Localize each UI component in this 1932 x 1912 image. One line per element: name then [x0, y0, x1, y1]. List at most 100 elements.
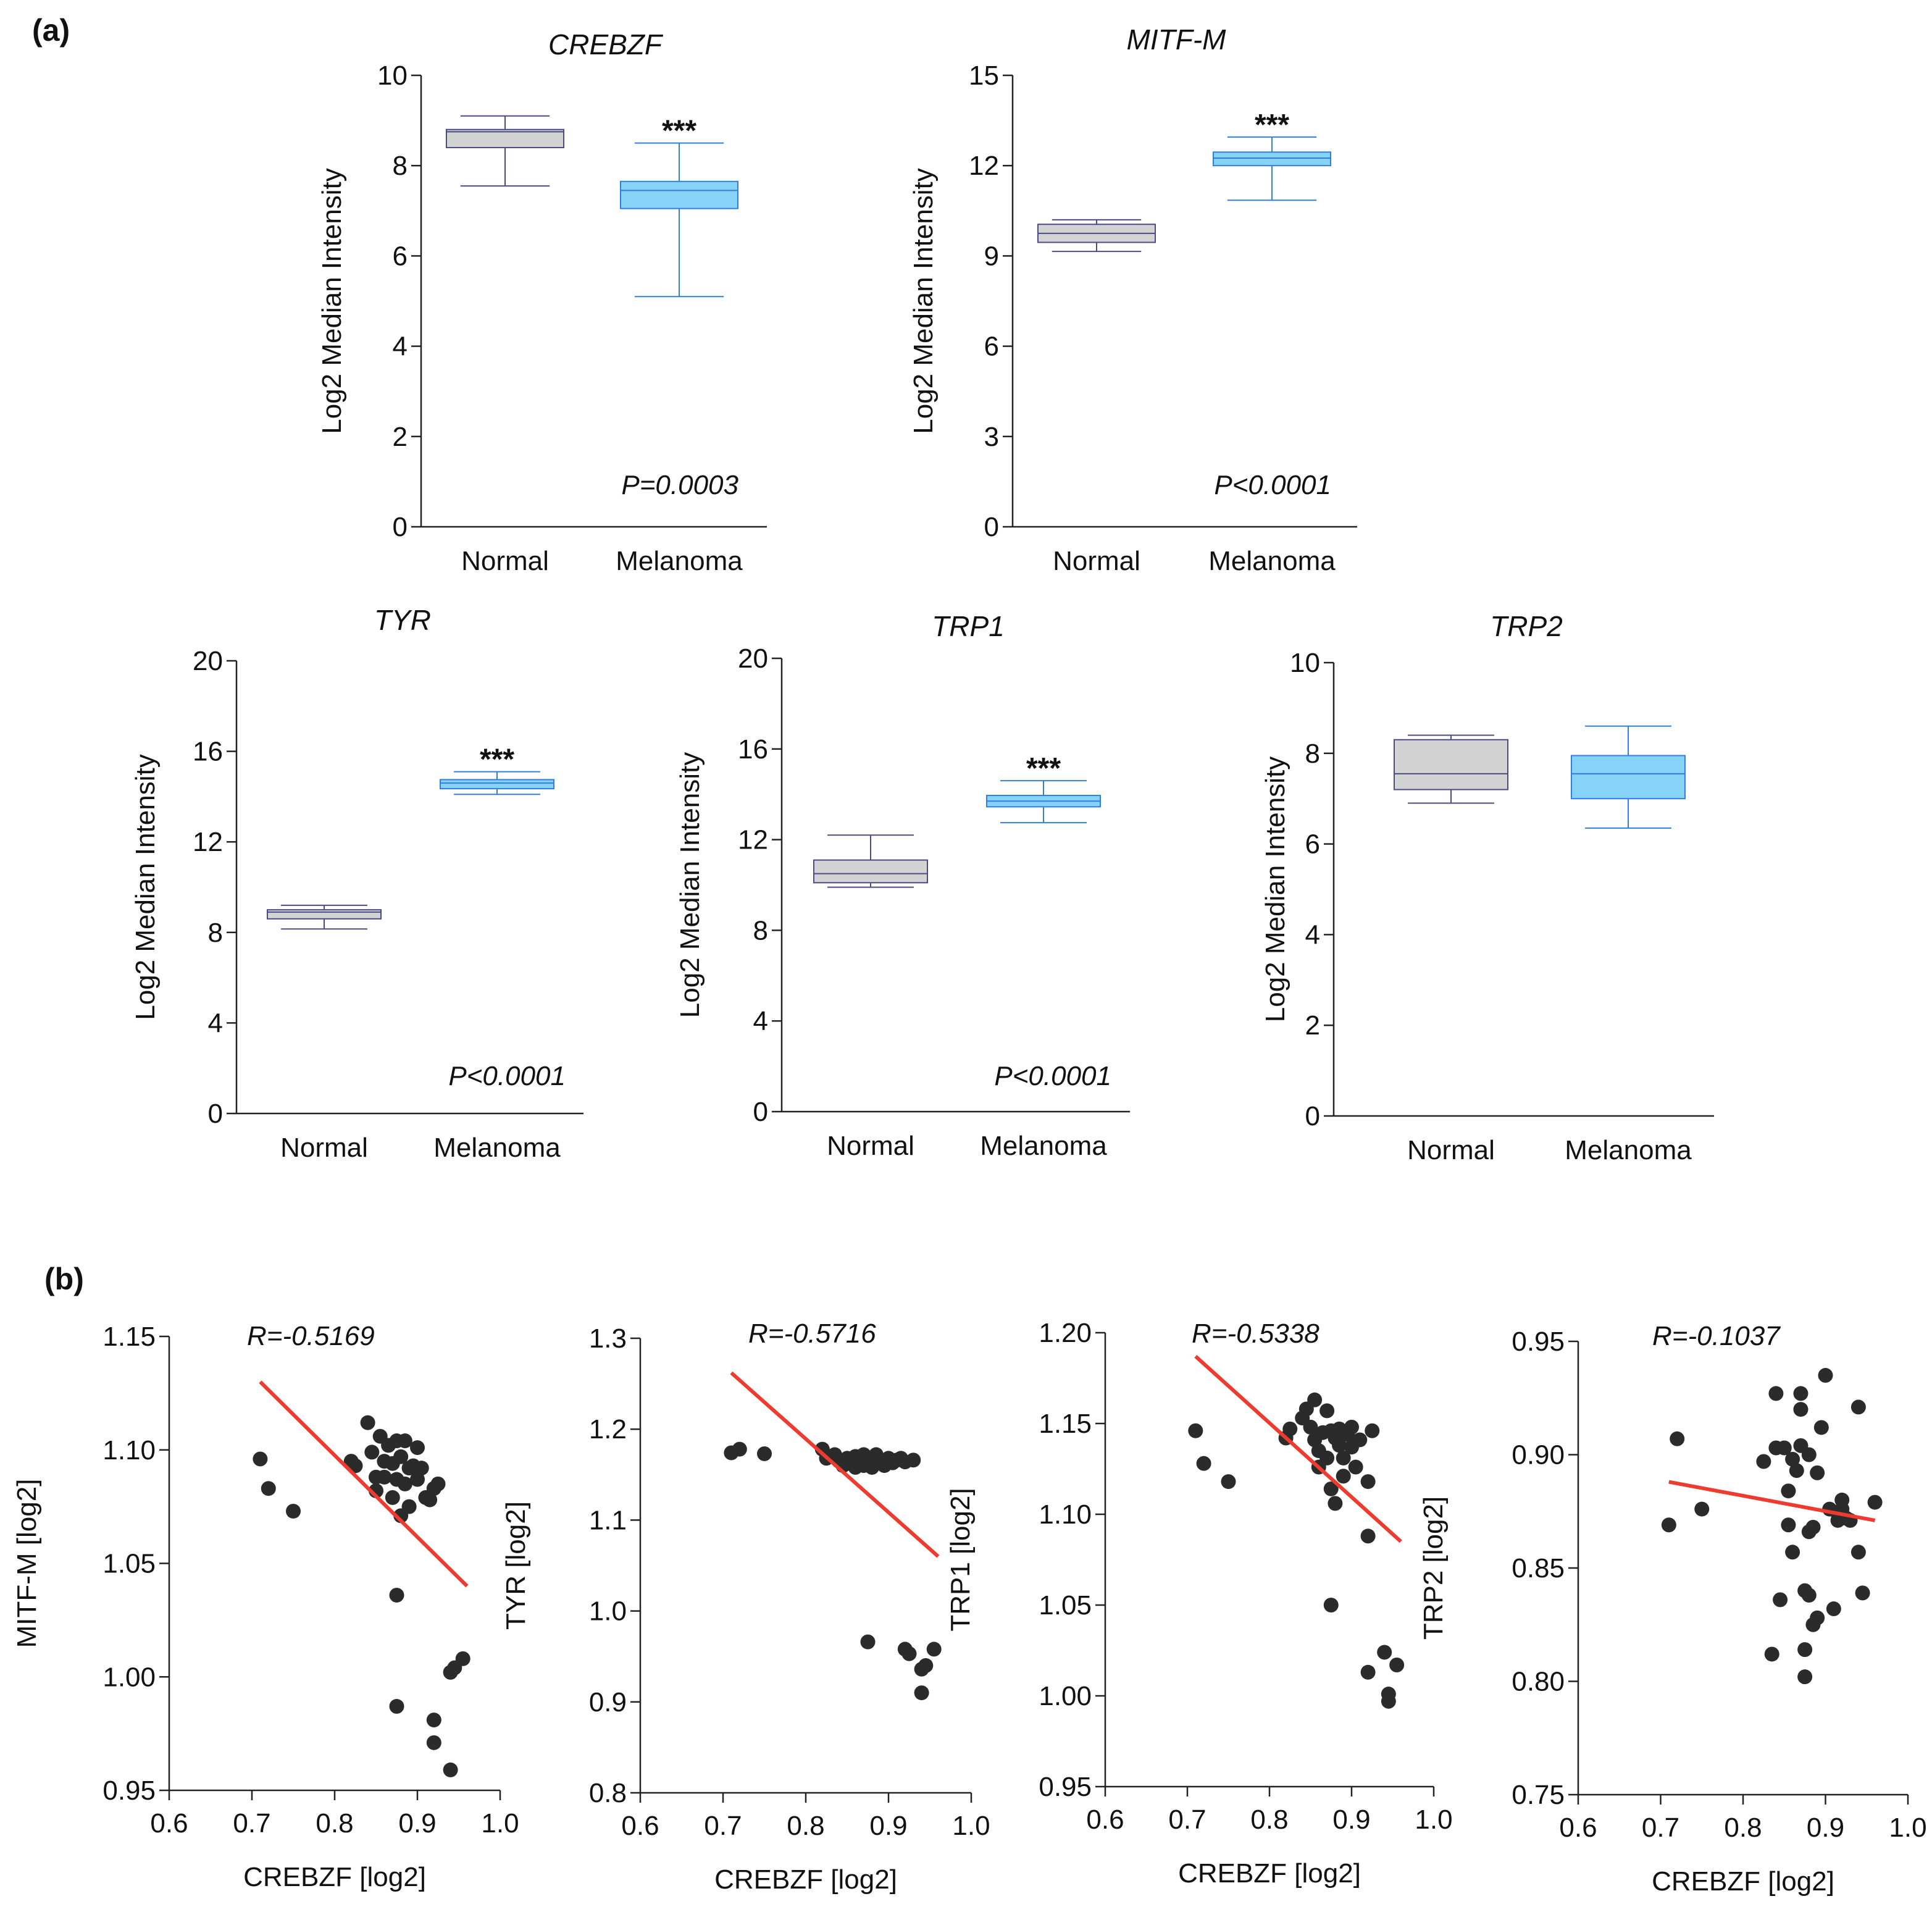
chart-8-point-31: [1360, 1528, 1376, 1544]
chart-6-point-32: [389, 1699, 404, 1714]
chart-9-point-9: [1781, 1483, 1796, 1499]
chart-9-point-26: [1810, 1465, 1825, 1480]
chart-5-box-0: [1394, 739, 1508, 790]
chart-8-point-14: [1319, 1450, 1335, 1465]
chart-9-ytick-label-3: 0.90: [1512, 1440, 1565, 1470]
chart-4-category-label-1: Melanoma: [980, 1131, 1107, 1161]
chart-8-ytick-label-0: 0.95: [1039, 1772, 1092, 1802]
chart-6-point-33: [426, 1713, 441, 1728]
chart-7-ytick-label-3: 1.1: [589, 1505, 627, 1535]
chart-7-point-26: [906, 1453, 921, 1468]
chart-5-ytick-label-3: 6: [1305, 829, 1320, 860]
chart-7-point-29: [901, 1646, 917, 1661]
chart-9-ylabel: TRP2 [log2]: [1418, 1496, 1449, 1640]
chart-4-title: TRP1: [932, 610, 1005, 642]
chart-9-fit-line: [1668, 1480, 1876, 1522]
chart-7-ytick-label-1: 0.9: [589, 1687, 627, 1717]
chart-8-point-28: [1360, 1474, 1376, 1490]
chart-5-ytick-label-0: 0: [1305, 1101, 1320, 1131]
chart-4-significance: ***: [1026, 752, 1061, 785]
chart-6-point-11: [377, 1469, 392, 1485]
chart-1: 0 2 4 6 8 10 Normal Melanoma CREBZF Log2 Median I…: [317, 28, 767, 576]
chart-2-significance: ***: [1255, 109, 1289, 141]
chart-1-ytick-label-2: 4: [393, 332, 408, 362]
chart-6-point-17: [393, 1449, 409, 1464]
chart-6-xtick-label-4: 1.0: [481, 1808, 519, 1839]
chart-1-ytick-label-3: 6: [393, 241, 408, 271]
chart-6-ytick-label-3: 1.10: [102, 1435, 156, 1465]
chart-7-xtick-label-1: 0.7: [704, 1811, 742, 1841]
chart-6-xtick-label-1: 0.7: [233, 1808, 270, 1839]
chart-2-ytick-label-0: 0: [984, 512, 999, 542]
chart-3-ytick-label-4: 16: [193, 737, 223, 767]
charts-container: 0 2 4 6 8 10 Normal Melanoma CREBZF Log2 Median I…: [12, 23, 1927, 1897]
chart-6-point-2: [286, 1503, 301, 1519]
chart-5-category-label-1: Melanoma: [1565, 1135, 1692, 1165]
chart-3-title: TYR: [374, 604, 431, 636]
chart-7-point-31: [918, 1658, 934, 1673]
chart-6-point-30: [430, 1476, 446, 1491]
chart-6-r-value: R=-0.5169: [247, 1321, 375, 1351]
chart-7: 0.8 0.9 1.0 1.1 1.2 1.3 0.6 0.7 0.8 0.9 1.0 CREBZF …: [501, 1319, 990, 1895]
chart-7-ytick-label-0: 0.8: [589, 1778, 627, 1808]
chart-9-point-14: [1793, 1386, 1809, 1401]
chart-9-point-20: [1801, 1447, 1817, 1462]
chart-6-point-25: [410, 1440, 425, 1456]
chart-7-ytick-label-2: 1.0: [589, 1596, 627, 1627]
chart-9-point-15: [1793, 1402, 1809, 1417]
chart-3-category-label-1: Melanoma: [433, 1133, 561, 1163]
chart-8-point-8: [1307, 1392, 1323, 1407]
chart-8-point-16: [1323, 1481, 1339, 1496]
chart-7-ytick-label-4: 1.2: [589, 1414, 627, 1444]
chart-4-ytick-label-1: 4: [753, 1006, 768, 1036]
chart-1-category-label-0: Normal: [461, 546, 549, 576]
chart-6: 0.95 1.00 1.05 1.10 1.15 0.6 0.7 0.8 0.9 1.0 CREBZ…: [12, 1321, 519, 1892]
chart-6-point-37: [455, 1651, 470, 1666]
chart-7-r-value: R=-0.5716: [748, 1319, 876, 1349]
chart-1-title: CREBZF: [548, 28, 664, 61]
chart-2-category-label-0: Normal: [1053, 546, 1140, 576]
chart-3-ytick-label-5: 20: [193, 646, 223, 676]
chart-6-point-19: [397, 1433, 412, 1449]
chart-6-point-31: [389, 1587, 404, 1603]
chart-2-ytick-label-4: 12: [969, 151, 999, 181]
chart-1-ytick-label-0: 0: [393, 512, 408, 542]
chart-7-ytick-label-5: 1.3: [589, 1323, 627, 1354]
chart-3-category-label-0: Normal: [280, 1133, 368, 1163]
chart-6-point-26: [414, 1461, 429, 1476]
chart-8-point-26: [1348, 1459, 1363, 1475]
chart-5-ytick-label-5: 10: [1290, 648, 1320, 678]
chart-8-point-33: [1377, 1645, 1392, 1660]
chart-6-xlabel: CREBZF [log2]: [243, 1862, 426, 1892]
chart-5-ytick-label-4: 8: [1305, 739, 1320, 769]
chart-9-point-11: [1785, 1451, 1800, 1467]
chart-9-point-22: [1801, 1588, 1817, 1603]
chart-9-point-25: [1810, 1610, 1825, 1625]
chart-7-xtick-label-3: 0.9: [869, 1811, 907, 1841]
chart-9-ytick-label-4: 0.95: [1512, 1327, 1565, 1357]
chart-2-ytick-label-2: 6: [984, 332, 999, 362]
chart-9-point-3: [1756, 1454, 1771, 1469]
chart-3-ytick-label-0: 0: [208, 1099, 223, 1129]
chart-2-category-label-1: Melanoma: [1208, 546, 1336, 576]
chart-9-xtick-label-2: 0.8: [1724, 1813, 1762, 1843]
chart-3-ytick-label-1: 4: [208, 1008, 223, 1038]
chart-9-xtick-label-4: 1.0: [1889, 1813, 1926, 1843]
chart-8-point-29: [1365, 1423, 1380, 1438]
chart-1-p-value: P=0.0003: [621, 470, 738, 500]
chart-6-point-14: [385, 1490, 400, 1505]
chart-4: 0 4 8 12 16 20 Normal Melanoma TRP1 Log2 Median I…: [675, 610, 1130, 1161]
chart-7-point-33: [914, 1685, 929, 1701]
chart-9-xlabel: CREBZF [log2]: [1652, 1866, 1834, 1897]
chart-7-xlabel: CREBZF [log2]: [714, 1864, 897, 1895]
chart-2-p-value: P<0.0001: [1214, 470, 1331, 500]
chart-9-point-23: [1805, 1519, 1821, 1535]
chart-9-point-38: [1850, 1545, 1866, 1560]
chart-6-ytick-label-0: 0.95: [102, 1776, 156, 1806]
chart-9-point-0: [1661, 1517, 1676, 1533]
chart-9-point-7: [1773, 1592, 1788, 1608]
chart-6-point-1: [261, 1481, 276, 1496]
chart-1-category-label-1: Melanoma: [616, 546, 743, 576]
chart-6-point-22: [401, 1499, 417, 1514]
chart-8-point-2: [1221, 1474, 1236, 1490]
